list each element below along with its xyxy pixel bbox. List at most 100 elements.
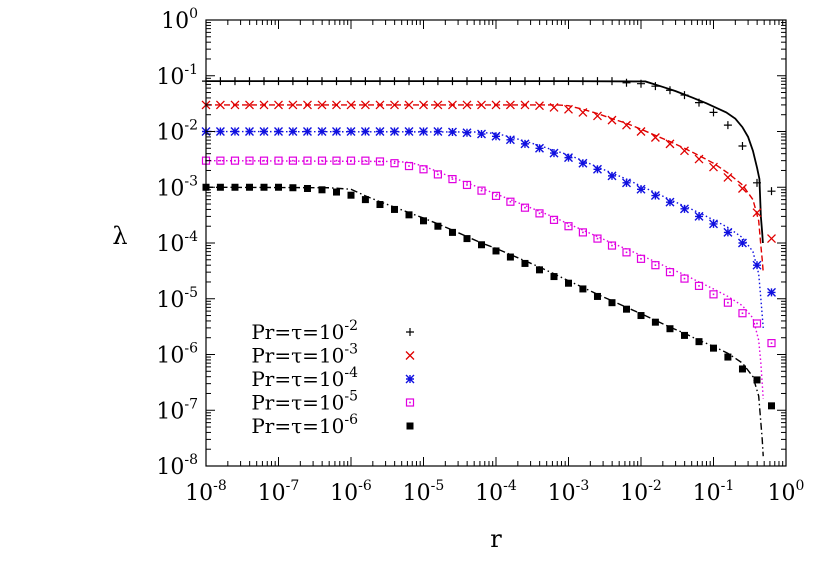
data-point (550, 77, 559, 86)
legend-marker (406, 328, 414, 336)
data-point (346, 127, 356, 136)
data-point (419, 127, 428, 136)
data-point (564, 77, 573, 86)
ticks-layer: 10-8 10-7 10-6 10-5 10-4 10-3 10-2 10-1 100 10-8 1… (156, 6, 804, 506)
data-point (636, 254, 646, 263)
data-point (752, 319, 762, 328)
data-point (534, 143, 544, 153)
legend-label: Pr=τ=10-6 (251, 412, 358, 438)
data-point (651, 261, 660, 270)
data-point (361, 77, 370, 86)
data-point (462, 100, 472, 110)
data-point (318, 186, 326, 194)
x-tick-label: 100 (768, 478, 805, 506)
data-point (723, 121, 732, 130)
data-point (347, 191, 355, 199)
data-point (289, 184, 297, 192)
data-point (275, 183, 282, 191)
data-point (694, 281, 704, 291)
data-point (752, 260, 762, 270)
legend-label: Pr=τ=10-3 (251, 342, 358, 368)
data-point (433, 127, 443, 136)
data-point (478, 241, 486, 249)
data-point (462, 128, 472, 138)
data-point (709, 162, 718, 172)
y-tick-label: 10-6 (156, 341, 198, 369)
x-tick-label: 10-7 (258, 478, 300, 506)
data-point (666, 325, 674, 333)
data-point (447, 127, 457, 137)
data-point (346, 156, 356, 165)
data-point (695, 338, 703, 346)
data-point (390, 159, 399, 168)
data-point (433, 77, 442, 86)
data-point (347, 77, 355, 86)
data-point (694, 211, 704, 221)
legend-label: Pr=τ=10-4 (251, 365, 358, 391)
data-point (317, 77, 326, 86)
data-point (607, 77, 616, 86)
data-point (622, 248, 631, 257)
data-point (578, 158, 588, 168)
data-point (637, 79, 645, 88)
y-tick-label: 10-7 (156, 396, 198, 424)
y-tick-label: 10-1 (156, 62, 198, 90)
data-point (549, 148, 559, 158)
legend-marker (405, 374, 415, 384)
data-point (651, 318, 659, 326)
data-point (665, 197, 675, 207)
data-point (622, 78, 631, 87)
data-point (535, 209, 544, 218)
data-point (549, 102, 559, 112)
data-point (665, 268, 675, 277)
data-point (723, 227, 733, 237)
data-point (491, 100, 501, 110)
data-point (608, 299, 616, 307)
data-point (302, 127, 312, 136)
data-point (260, 77, 269, 86)
series-3 (201, 127, 776, 328)
data-point (360, 100, 370, 110)
data-point (477, 129, 486, 139)
data-point (520, 139, 530, 149)
data-point (390, 100, 399, 110)
data-point (564, 104, 573, 114)
data-point (680, 331, 688, 339)
data-point (288, 127, 298, 136)
data-point (491, 191, 501, 200)
data-point (767, 187, 776, 196)
legend-marker (406, 422, 414, 430)
data-point (259, 127, 269, 136)
data-point (333, 188, 341, 196)
data-point (259, 156, 269, 165)
data-point (433, 100, 443, 110)
data-point (215, 100, 225, 110)
data-point (506, 197, 515, 206)
data-point (650, 133, 660, 142)
data-point (709, 219, 718, 229)
data-point (535, 77, 544, 86)
data-point (665, 86, 674, 95)
data-point (463, 235, 471, 243)
data-point (723, 298, 733, 307)
data-point (245, 100, 254, 110)
series-line (206, 80, 764, 244)
data-point (477, 100, 486, 110)
data-point (549, 215, 559, 224)
data-point (694, 154, 704, 164)
data-point (477, 186, 486, 195)
legend: Pr=τ=10-2Pr=τ=10-3Pr=τ=10-4Pr=τ=10-5Pr=τ… (251, 318, 415, 438)
data-point (767, 234, 776, 244)
data-point (579, 285, 587, 293)
data-point (303, 156, 312, 165)
data-point (737, 238, 747, 248)
data-point (288, 100, 298, 110)
data-point (303, 184, 311, 192)
data-point (709, 108, 718, 117)
data-point (593, 234, 602, 243)
series-2 (201, 100, 776, 273)
data-point (216, 156, 225, 165)
data-point (433, 170, 443, 179)
data-point (303, 100, 312, 110)
data-point (390, 77, 399, 86)
